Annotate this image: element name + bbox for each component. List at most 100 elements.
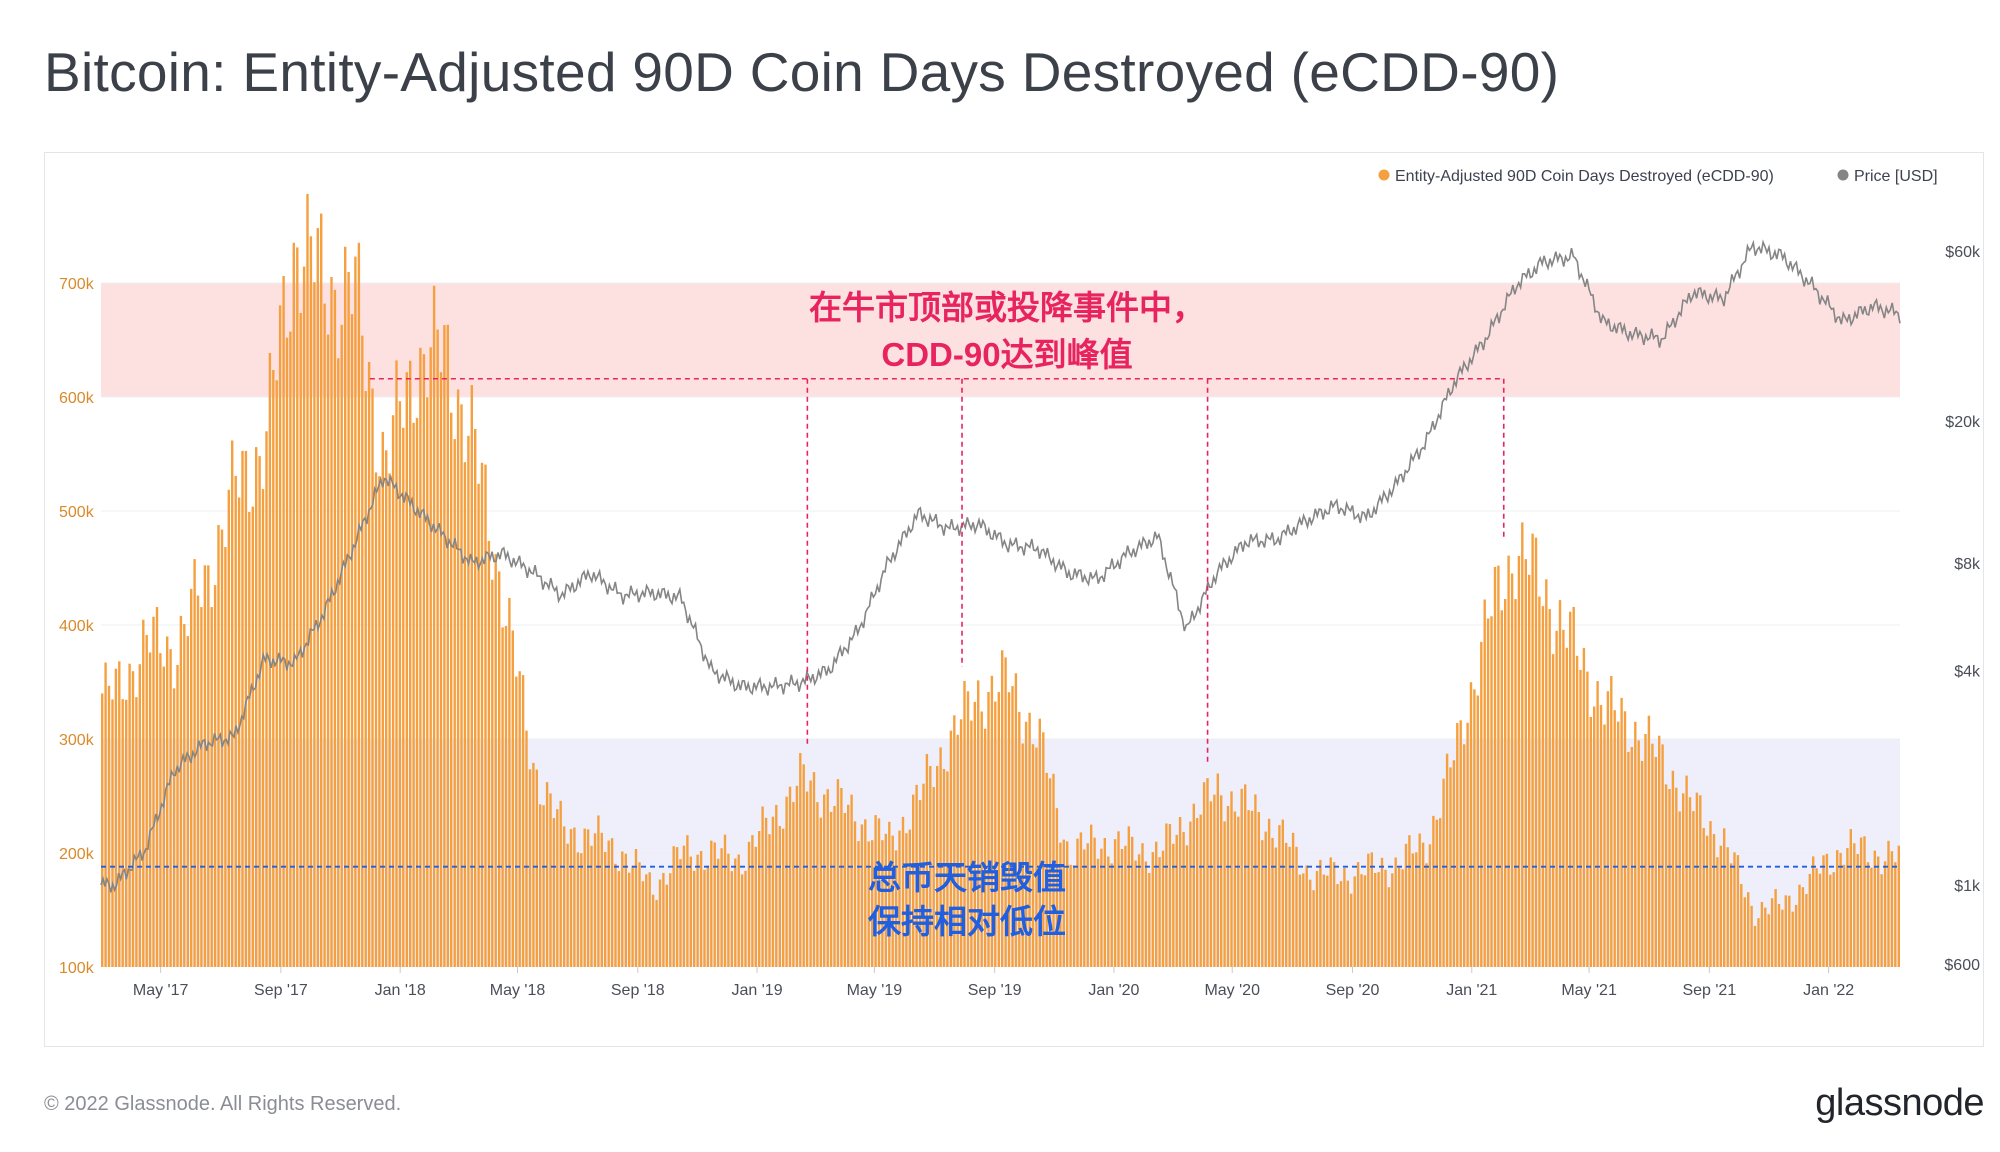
- ecdd-bar: [1442, 778, 1445, 967]
- ecdd-bar: [679, 859, 682, 967]
- ecdd-bar: [166, 636, 169, 967]
- ecdd-bar: [1247, 810, 1250, 967]
- ecdd-bar: [265, 431, 268, 967]
- ecdd-bar: [672, 846, 675, 967]
- x-tick-label: May '17: [133, 982, 189, 999]
- ecdd-bar: [853, 821, 857, 967]
- x-tick-label: May '19: [847, 982, 903, 999]
- ecdd-bar: [261, 489, 265, 967]
- ecdd-bar: [1031, 744, 1035, 967]
- ecdd-bar: [1285, 842, 1288, 967]
- ecdd-bar: [101, 693, 104, 967]
- ecdd-bar: [213, 585, 217, 967]
- ecdd-bar: [1144, 861, 1148, 967]
- ecdd-bar: [125, 699, 128, 967]
- ecdd-bar: [1257, 812, 1260, 967]
- ecdd-bar: [754, 846, 757, 967]
- ecdd-bar: [689, 856, 692, 967]
- ecdd-bar: [549, 793, 552, 967]
- ecdd-bar: [364, 391, 367, 968]
- ecdd-bar: [782, 828, 785, 967]
- ecdd-bar: [580, 853, 583, 967]
- ecdd-bar: [1880, 874, 1883, 967]
- ecdd-bar: [1291, 832, 1295, 967]
- ecdd-bar: [761, 806, 764, 967]
- ecdd-bar: [1024, 721, 1028, 967]
- ecdd-bar: [713, 842, 716, 967]
- ecdd-bar: [1182, 831, 1185, 967]
- ecdd-bar: [255, 447, 258, 968]
- ecdd-bar: [1045, 772, 1048, 967]
- ecdd-bar: [1336, 884, 1339, 967]
- ecdd-bar: [443, 325, 446, 968]
- ecdd-bar: [1418, 833, 1421, 967]
- ecdd-bar: [1425, 863, 1428, 967]
- ecdd-bar: [1846, 848, 1849, 967]
- ecdd-bar: [1093, 837, 1096, 967]
- ecdd-bar: [1404, 843, 1408, 967]
- ecdd-bar: [1504, 599, 1507, 967]
- ecdd-bar: [730, 871, 733, 967]
- ecdd-bar: [439, 372, 443, 967]
- ecdd-bar: [1466, 722, 1469, 967]
- ecdd-bar: [415, 417, 419, 967]
- ecdd-bar: [217, 525, 220, 967]
- ecdd-bar: [1244, 784, 1247, 967]
- ecdd-bar: [922, 783, 925, 967]
- ecdd-bar: [888, 821, 891, 967]
- ecdd-bar: [1001, 650, 1004, 967]
- ecdd-bar: [1682, 793, 1685, 967]
- ecdd-bar: [114, 668, 118, 967]
- ecdd-bar: [501, 627, 504, 967]
- chart-panel: 100k 200k 300k 400k 500k 600k 700k $600 $1k $4k $8…: [44, 152, 1984, 1047]
- ecdd-bar: [450, 412, 453, 967]
- ecdd-bar: [744, 870, 747, 967]
- ecdd-bar: [340, 324, 343, 967]
- ecdd-bar: [1411, 853, 1414, 967]
- ecdd-bar: [1042, 732, 1045, 967]
- ecdd-bar: [1288, 846, 1291, 967]
- ecdd-bar: [990, 675, 994, 967]
- ecdd-bar: [1634, 721, 1637, 967]
- y-right-tick: $8k: [1954, 556, 1981, 573]
- ecdd-bar: [1709, 821, 1712, 967]
- ecdd-bar: [412, 422, 415, 967]
- ecdd-bar: [1086, 843, 1089, 967]
- ecdd-bar: [959, 719, 963, 967]
- ecdd-bar: [1640, 760, 1644, 967]
- ecdd-bar: [1274, 847, 1278, 967]
- ecdd-bar: [1808, 873, 1811, 967]
- ecdd-bar: [734, 858, 737, 967]
- ecdd-bar: [905, 833, 908, 967]
- ecdd-bar: [915, 784, 918, 967]
- ecdd-bar: [696, 854, 699, 967]
- ecdd-bar: [1278, 825, 1281, 967]
- ecdd-bar: [227, 489, 230, 967]
- ecdd-bar: [1175, 834, 1178, 967]
- ecdd-bar: [467, 435, 470, 967]
- ecdd-bar: [1692, 811, 1695, 967]
- ecdd-bar: [634, 849, 638, 967]
- ecdd-bar: [1493, 566, 1497, 967]
- x-tick-label: May '20: [1204, 982, 1260, 999]
- ecdd-bar: [932, 787, 935, 967]
- ecdd-bar: [508, 597, 511, 967]
- ecdd-bar: [1603, 724, 1606, 967]
- ecdd-bar: [607, 840, 610, 967]
- ecdd-bar: [1630, 747, 1633, 967]
- ecdd-bar: [788, 786, 792, 967]
- ecdd-bar: [121, 699, 124, 967]
- ecdd-bar: [1048, 778, 1052, 967]
- ecdd-bar: [367, 362, 371, 967]
- ecdd-bar: [1815, 868, 1818, 967]
- ecdd-bar: [775, 805, 778, 967]
- ecdd-bar: [812, 772, 816, 967]
- ecdd-bar: [1743, 897, 1746, 967]
- ecdd-bar: [1873, 850, 1876, 967]
- ecdd-bar: [1613, 710, 1616, 967]
- ecdd-bar: [1185, 845, 1189, 967]
- ecdd-bar: [1322, 874, 1326, 967]
- ecdd-bar: [1842, 864, 1846, 967]
- ecdd-bar: [843, 813, 846, 967]
- ecdd-bar: [1216, 773, 1219, 967]
